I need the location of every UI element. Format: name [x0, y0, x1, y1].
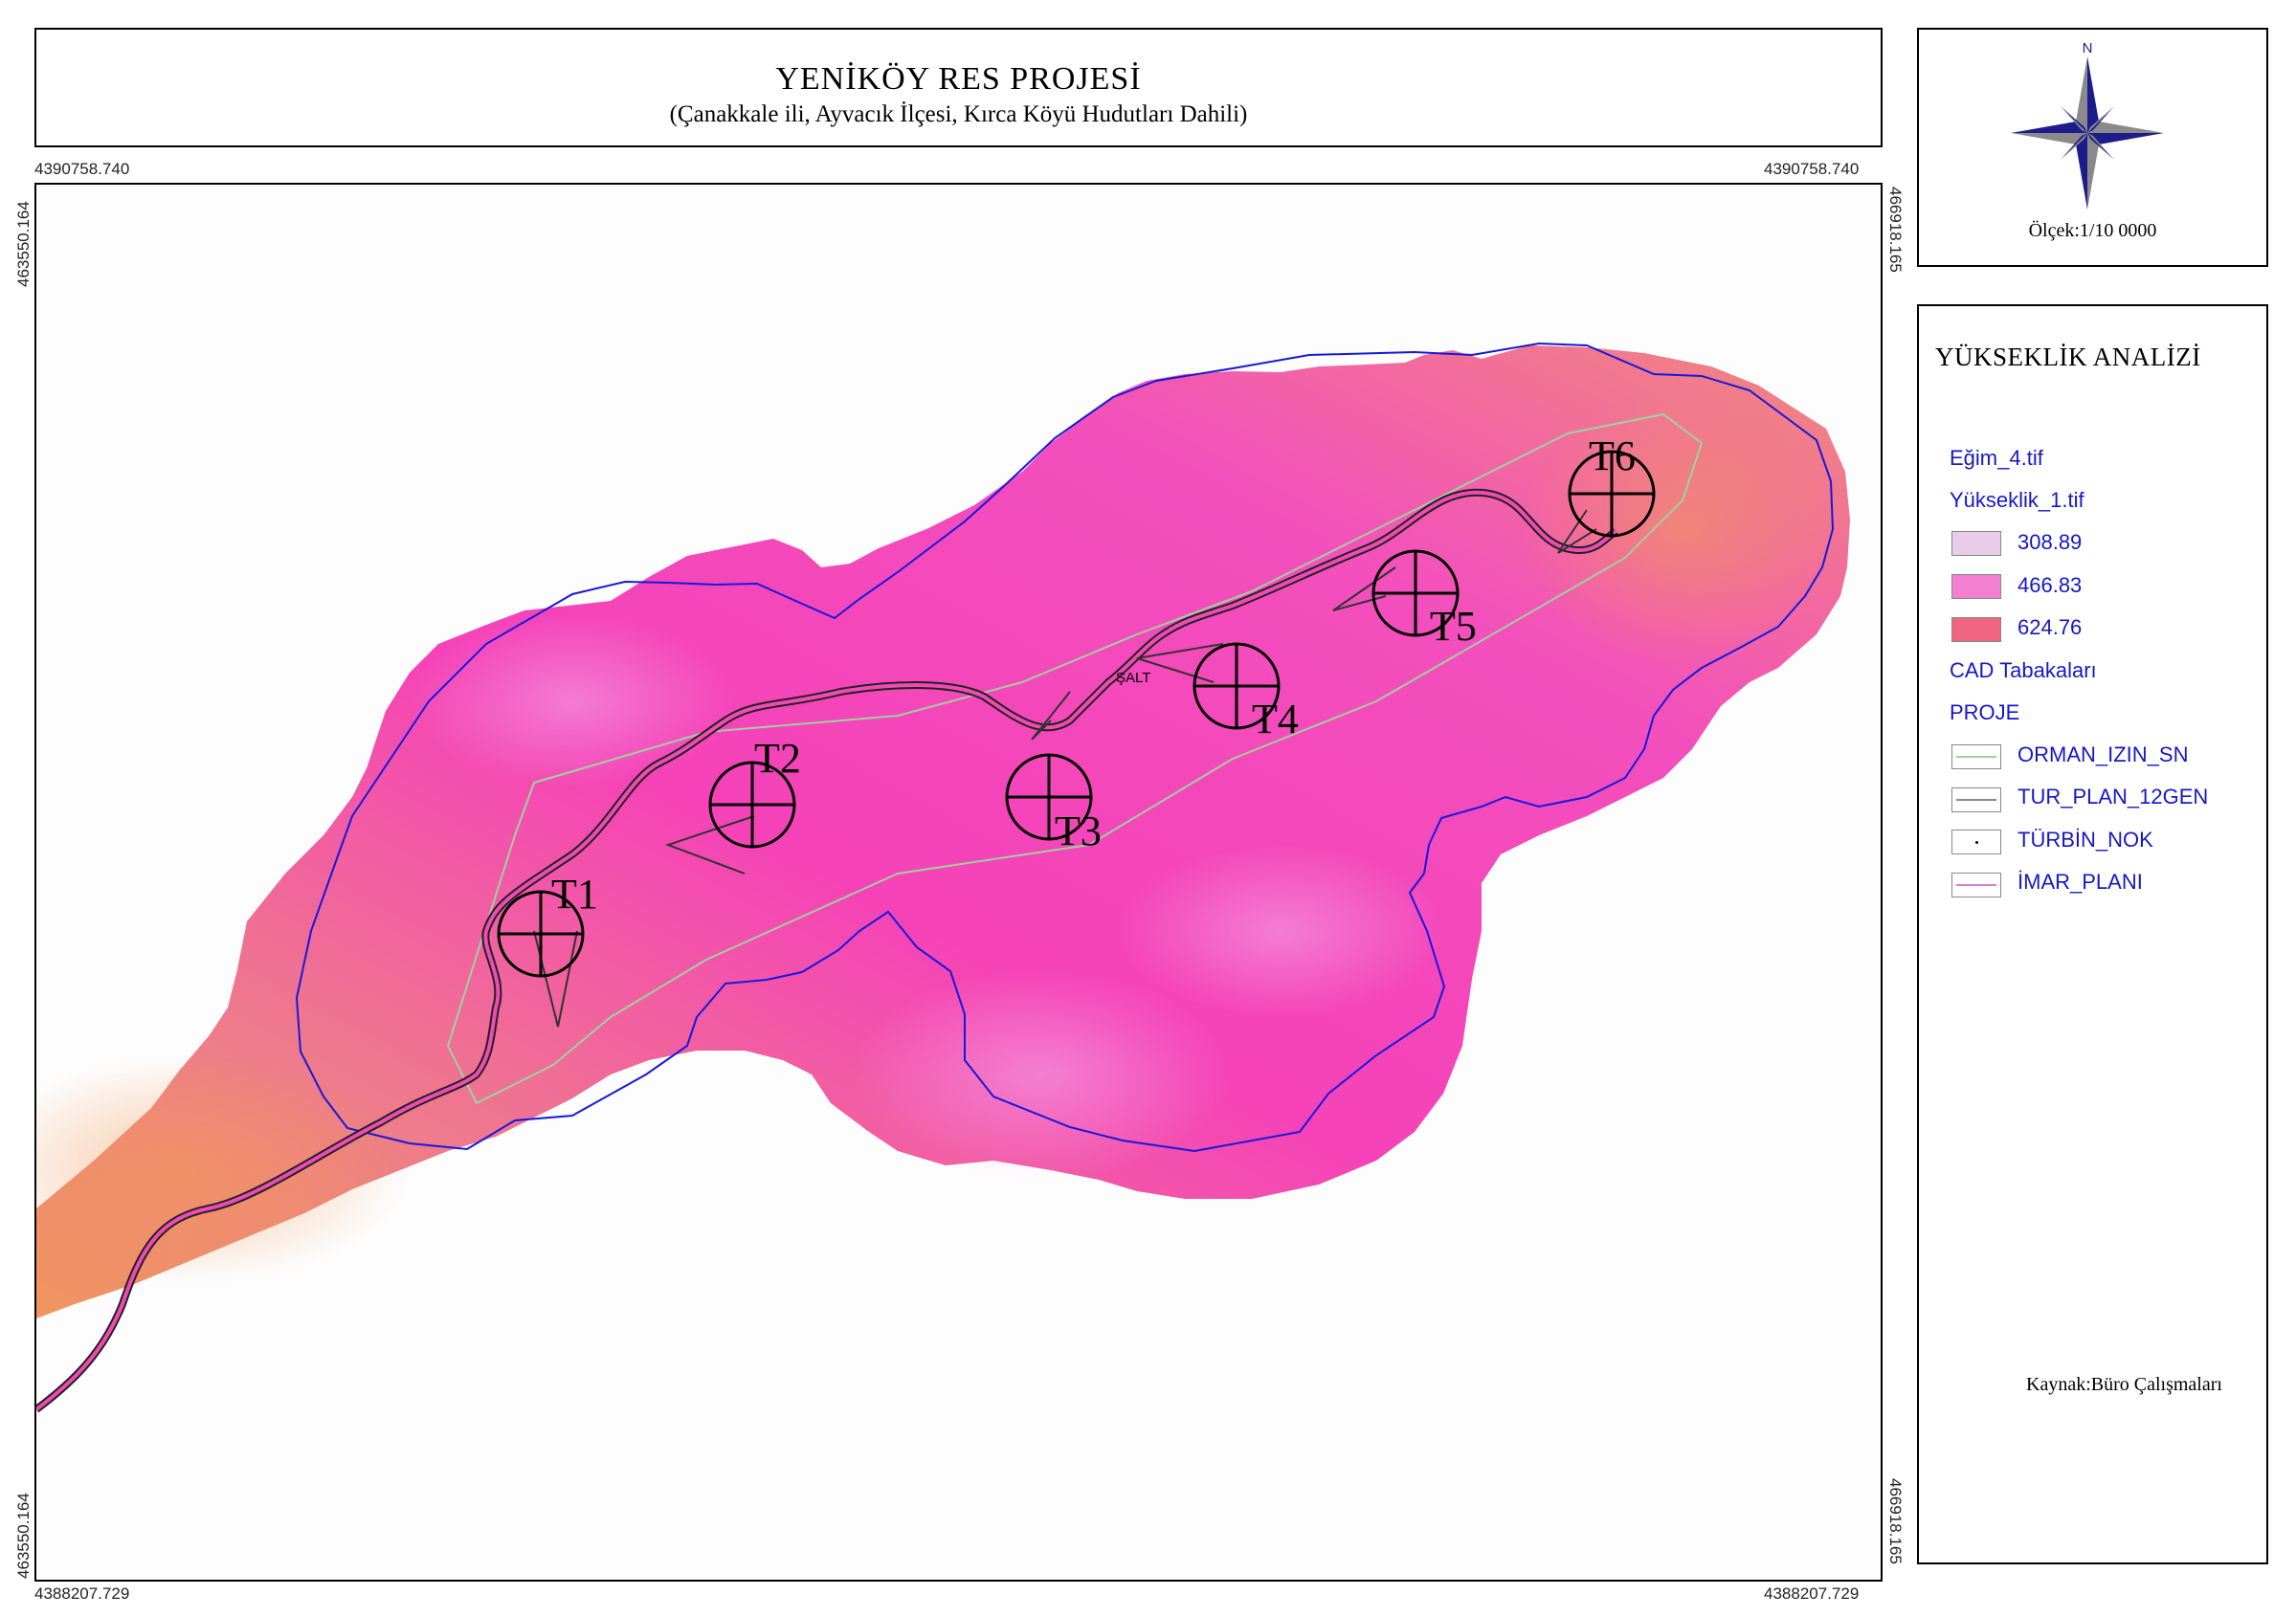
turbine-label: T4: [1252, 696, 1299, 742]
legend-layer-zoning[interactable]: İMAR_PLANI: [2017, 870, 2143, 894]
raster-light-patch: [1118, 845, 1443, 1017]
legend-symbol-turbine-plan: [1951, 787, 2001, 812]
coord-left-bottom: 463550.164: [14, 1493, 33, 1579]
north-arrow-icon: N: [2011, 40, 2164, 210]
north-arrow-box: N Ölçek:1/10 0000: [1917, 28, 2268, 267]
legend-project-group[interactable]: PROJE: [1950, 700, 2020, 724]
legend-panel: YÜKSEKLİK ANALİZİ Eğim_4.tif Yükseklik_1…: [1917, 304, 2268, 1564]
map-canvas[interactable]: ŞALT T1 T2 T3 T4: [36, 185, 1881, 1580]
legend-symbol-forest: [1951, 744, 2001, 769]
coord-top-left: 4390758.740: [34, 160, 130, 178]
turbine-t2[interactable]: T2: [708, 735, 801, 849]
substation-label: ŞALT: [1116, 670, 1150, 686]
coord-left-top: 463550.164: [14, 201, 33, 287]
turbine-label: T5: [1430, 603, 1477, 650]
forest-permit-boundary: [446, 412, 1704, 1105]
legend-layer-turbine-point[interactable]: TÜRBİN_NOK: [2017, 828, 2153, 852]
source-note: Kaynak:Büro Çalışmaları: [2026, 1374, 2222, 1395]
legend-swatch-low: [1951, 531, 2001, 556]
coord-right-top: 466918.165: [1886, 187, 1905, 273]
raster-light-patch: [410, 615, 735, 787]
north-label: N: [2083, 40, 2093, 56]
legend-symbol-turbine-point: [1951, 830, 2001, 854]
legend-class-mid: 466.83: [2017, 573, 2083, 597]
legend-layer-forest[interactable]: ORMAN_IZIN_SN: [2017, 742, 2189, 766]
map-frame[interactable]: ŞALT T1 T2 T3 T4: [34, 183, 1883, 1582]
turbine-label: T6: [1589, 432, 1636, 479]
legend-cad-group[interactable]: CAD Tabakaları: [1950, 658, 2097, 682]
map-subtitle: (Çanakkale ili, Ayvacık İlçesi, Kırca Kö…: [669, 101, 1248, 127]
turbine-t4[interactable]: T4: [1193, 642, 1299, 742]
elevation-raster: [36, 345, 1850, 1318]
legend-class-high: 624.76: [2017, 615, 2083, 639]
legend-symbol-zoning: [1951, 873, 2001, 897]
map-title: YENİKÖY RES PROJESİ: [775, 61, 1142, 97]
legend-layer-elevation[interactable]: Yükseklik_1.tif: [1950, 488, 2084, 512]
access-road-inner: [36, 490, 1617, 1411]
turbine-label: T1: [551, 871, 598, 918]
map-title-box: YENİKÖY RES PROJESİ (Çanakkale ili, Ayva…: [34, 28, 1883, 147]
raster-orange-patch: [1520, 395, 1845, 663]
legend-title: YÜKSEKLİK ANALİZİ: [1935, 343, 2201, 371]
coord-top-right: 4390758.740: [1764, 160, 1860, 178]
legend-swatch-mid: [1951, 574, 2001, 599]
zoning-boundary: [295, 342, 1835, 1153]
coord-bottom-left: 4388207.729: [34, 1584, 130, 1603]
raster-orange-patch: [36, 1055, 410, 1285]
legend-layer-turbine-plan[interactable]: TUR_PLAN_12GEN: [2017, 785, 2209, 808]
legend-swatch-high: [1951, 617, 2001, 642]
legend-class-low: 308.89: [2017, 530, 2083, 554]
turbine-t6[interactable]: T6: [1568, 432, 1656, 538]
raster-light-patch: [850, 969, 1233, 1180]
coord-bottom-right: 4388207.729: [1764, 1584, 1860, 1603]
coord-right-bottom: 466918.165: [1886, 1478, 1905, 1564]
turbine-label: T2: [754, 735, 801, 782]
map-scale: Ölçek:1/10 0000: [2028, 220, 2157, 241]
turbine-t1[interactable]: T1: [497, 871, 598, 978]
turbine-t5[interactable]: T5: [1371, 549, 1477, 650]
legend-layer-slope[interactable]: Eğim_4.tif: [1950, 446, 2043, 470]
turbine-t3[interactable]: T3: [1005, 753, 1102, 854]
turbine-label: T3: [1055, 808, 1102, 854]
